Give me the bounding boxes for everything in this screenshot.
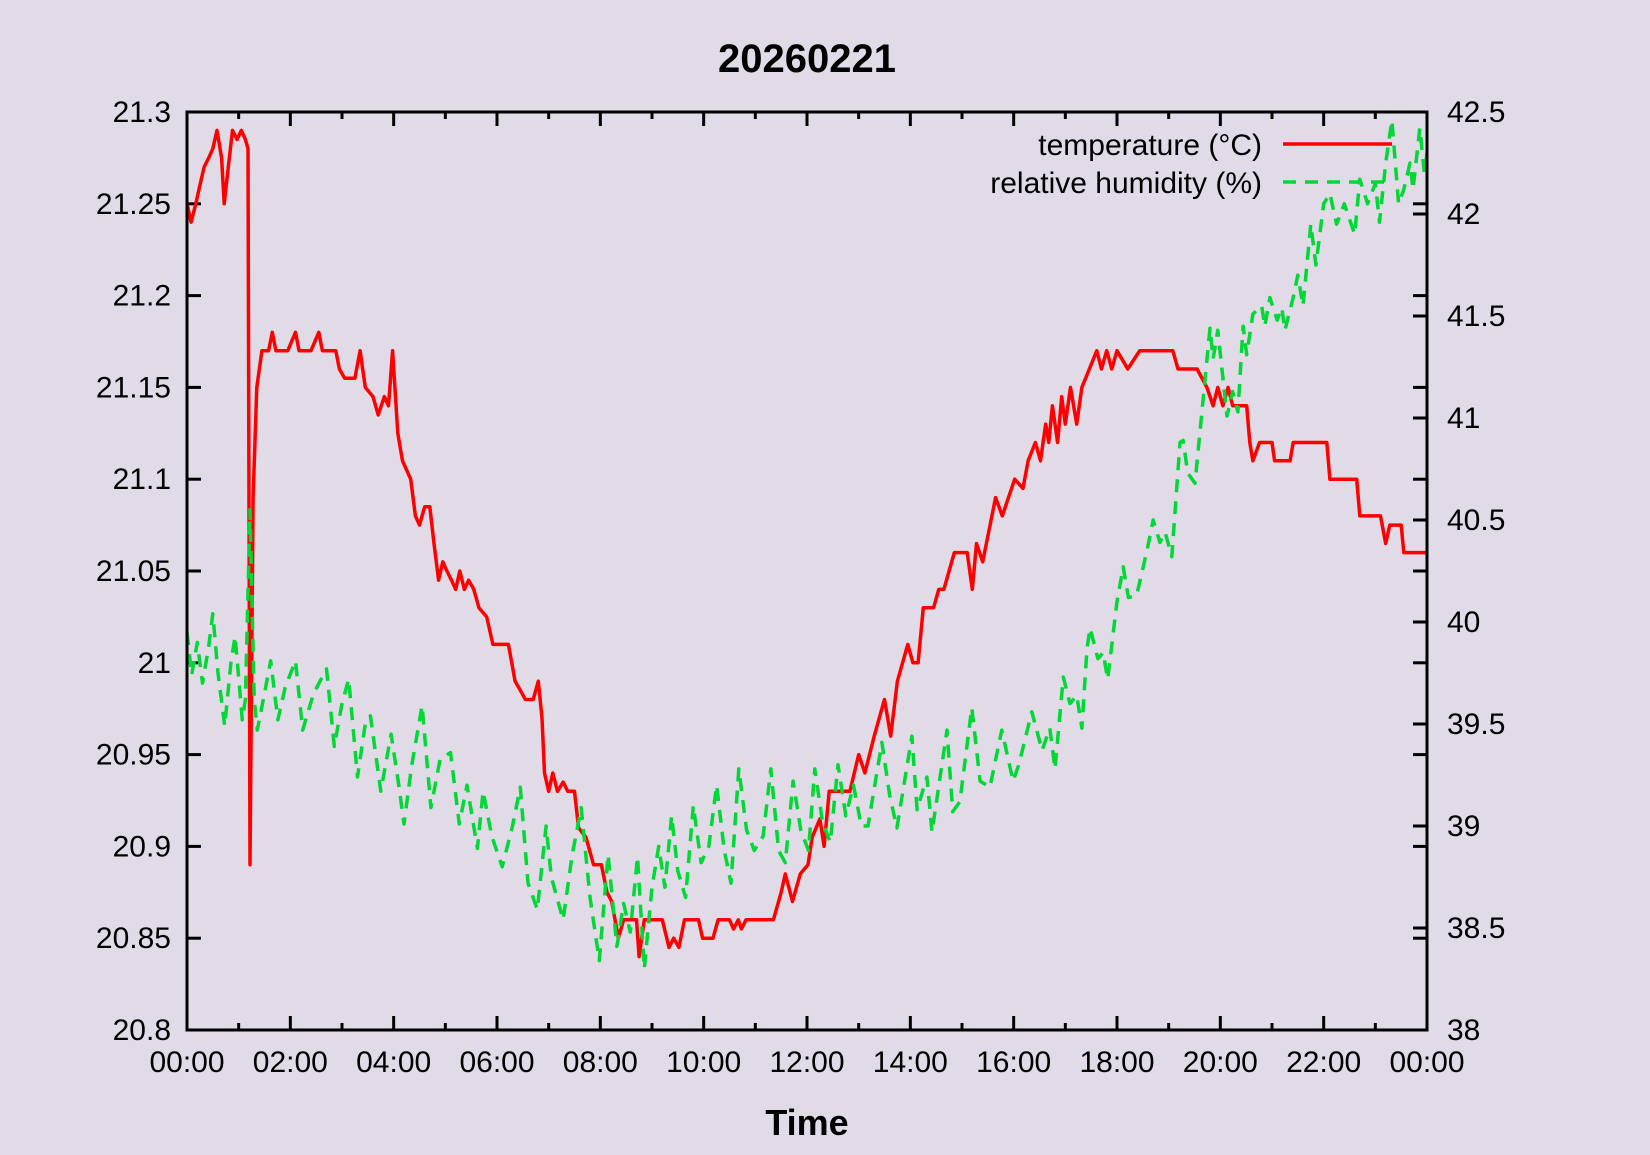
x-tick-label: 00:00 — [1389, 1046, 1464, 1079]
x-tick-label: 10:00 — [666, 1046, 741, 1079]
axis-ticks — [185, 110, 1429, 1032]
legend: temperature (°C) relative humidity (%) — [990, 129, 1392, 200]
y-left-tick-label: 21.15 — [96, 371, 171, 404]
x-tick-label: 16:00 — [976, 1046, 1051, 1079]
y-left-tick-label: 21.1 — [113, 463, 171, 496]
legend-label-temperature: temperature (°C) — [1038, 129, 1262, 162]
y-right-tick-label: 39.5 — [1447, 708, 1505, 741]
y-right-tick-label: 42.5 — [1447, 96, 1505, 129]
y-left-tick-label: 20.8 — [113, 1014, 171, 1047]
y-right-tick-label: 42 — [1447, 198, 1480, 231]
x-tick-label: 18:00 — [1079, 1046, 1154, 1079]
y-left-tick-labels: 21.3 21.25 21.2 21.15 21.1 21.05 21 20.95 20.9 20… — [96, 96, 171, 1047]
y-right-tick-label: 41.5 — [1447, 300, 1505, 333]
y-right-tick-label: 40 — [1447, 606, 1480, 639]
y-left-tick-label: 21.2 — [113, 280, 171, 313]
y-left-tick-label: 21.3 — [113, 96, 171, 129]
y-right-tick-label: 38.5 — [1447, 912, 1505, 945]
series-lines — [187, 118, 1427, 971]
y-right-tick-label: 41 — [1447, 402, 1480, 435]
y-left-tick-label: 20.9 — [113, 830, 171, 863]
y-left-tick-label: 21.05 — [96, 555, 171, 588]
y-left-tick-label: 20.95 — [96, 739, 171, 772]
y-right-tick-label: 38 — [1447, 1014, 1480, 1047]
y-right-tick-labels: 42.5 42 41.5 41 40.5 40 39.5 39 38.5 38 — [1447, 96, 1505, 1047]
x-tick-label: 00:00 — [149, 1046, 224, 1079]
plot-border — [185, 110, 1429, 1032]
x-tick-label: 06:00 — [459, 1046, 534, 1079]
x-tick-label: 20:00 — [1183, 1046, 1258, 1079]
x-axis-label: Time — [765, 1102, 848, 1143]
x-tick-label: 04:00 — [356, 1046, 431, 1079]
plot-area — [187, 112, 1427, 1030]
legend-label-humidity: relative humidity (%) — [990, 167, 1262, 200]
y-right-tick-label: 40.5 — [1447, 504, 1505, 537]
x-tick-label: 14:00 — [873, 1046, 948, 1079]
x-tick-label: 08:00 — [563, 1046, 638, 1079]
y-right-tick-label: 39 — [1447, 810, 1480, 843]
y-left-tick-label: 21 — [138, 647, 171, 680]
temperature-line — [187, 128, 1427, 959]
humidity-line — [187, 118, 1427, 971]
y-left-tick-label: 21.25 — [96, 188, 171, 221]
x-tick-label: 22:00 — [1286, 1046, 1361, 1079]
x-tick-label: 02:00 — [253, 1046, 328, 1079]
x-axis-tick-labels: 00:00 02:00 04:00 06:00 08:00 10:00 12:00 14:00… — [149, 1046, 1464, 1079]
x-tick-label: 12:00 — [769, 1046, 844, 1079]
chart-title: 20260221 — [718, 37, 896, 81]
y-left-tick-label: 20.85 — [96, 922, 171, 955]
